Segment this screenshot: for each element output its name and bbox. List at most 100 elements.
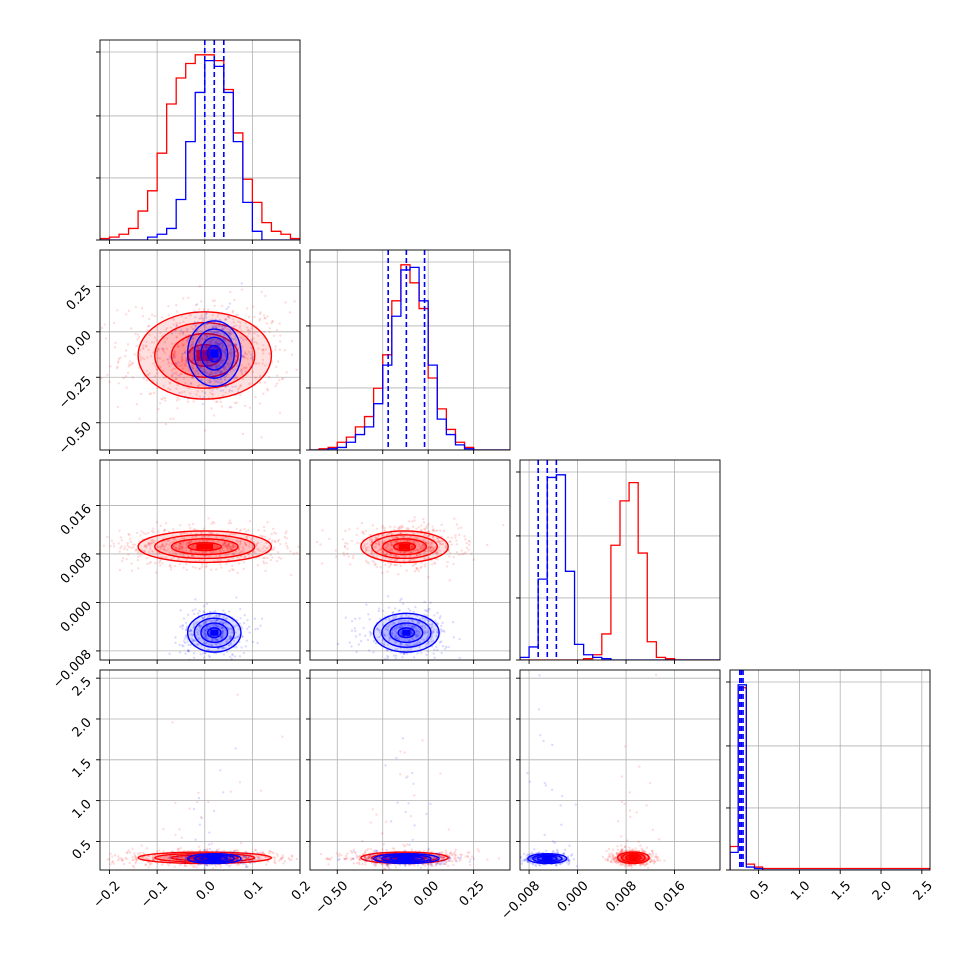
scatter-point (175, 552, 178, 556)
scatter-point (134, 305, 138, 309)
scatter-point (373, 546, 376, 549)
scatter-point (216, 341, 219, 345)
scatter-point (381, 524, 384, 528)
scatter-point (409, 609, 412, 613)
scatter-point (169, 326, 173, 329)
scatter-point (408, 558, 411, 561)
scatter-point (323, 546, 325, 548)
density-peak-blue (210, 855, 219, 862)
scatter-point (238, 781, 242, 784)
scatter-point (239, 384, 242, 387)
scatter-point (467, 548, 470, 552)
scatter-point (369, 538, 372, 541)
scatter-point (147, 317, 151, 321)
scatter-point (224, 318, 227, 321)
scatter-point (394, 634, 397, 638)
scatter-point (221, 630, 224, 634)
scatter-point (153, 375, 157, 378)
scatter-point (216, 325, 220, 328)
scatter-point (227, 365, 230, 368)
scatter-point (167, 304, 170, 308)
scatter-point (195, 621, 198, 624)
scatter-point (366, 546, 370, 549)
scatter-point (218, 342, 221, 346)
scatter-point (179, 542, 182, 546)
scatter-point (208, 632, 211, 635)
scatter-point (122, 376, 125, 380)
scatter-point (210, 644, 213, 647)
scatter-point (418, 548, 422, 551)
scatter-point (222, 857, 225, 860)
scatter-point (177, 558, 180, 562)
scatter-point (132, 858, 135, 861)
scatter-point (178, 547, 181, 550)
density-peak-red (399, 543, 410, 550)
scatter-point (465, 541, 468, 545)
scatter-point (230, 357, 233, 361)
scatter-point (403, 555, 406, 558)
scatter-point (400, 619, 403, 623)
scatter-point (172, 545, 176, 548)
scatter-point (168, 858, 172, 861)
scatter-point (389, 542, 392, 546)
scatter-point (228, 569, 231, 573)
scatter-point (106, 373, 109, 377)
scatter-point (241, 432, 245, 436)
scatter-point (213, 341, 217, 345)
scatter-point (204, 632, 207, 635)
scatter-point (226, 327, 229, 331)
scatter-point (394, 555, 398, 558)
scatter-point (211, 375, 215, 378)
scatter-point (175, 547, 178, 551)
scatter-point (224, 553, 227, 556)
scatter-point (145, 344, 148, 348)
scatter-point (168, 855, 172, 858)
scatter-point (445, 565, 449, 568)
scatter-point (181, 541, 184, 545)
scatter-point (174, 641, 177, 644)
contour-blue (186, 612, 242, 653)
scatter-point (421, 543, 425, 547)
scatter-point (229, 790, 232, 793)
scatter-point (205, 312, 208, 315)
scatter-point (209, 568, 213, 571)
scatter-point (428, 543, 432, 546)
scatter-point (181, 644, 184, 647)
scatter-point (420, 565, 423, 569)
scatter-point (239, 540, 242, 543)
scatter-point (384, 546, 387, 549)
scatter-point (153, 561, 157, 565)
scatter-point (168, 543, 171, 547)
scatter-point (237, 628, 240, 631)
scatter-point (232, 544, 235, 547)
scatter-point (198, 341, 201, 344)
scatter-point (278, 348, 282, 351)
scatter-point (397, 619, 400, 623)
scatter-point (209, 329, 212, 333)
scatter-point (153, 336, 157, 339)
scatter-point (233, 298, 236, 302)
scatter-point (410, 625, 413, 629)
scatter-point (218, 548, 222, 552)
contour-blue (397, 627, 416, 639)
scatter-point (345, 857, 348, 861)
scatter-point (460, 549, 464, 552)
scatter-point (170, 374, 174, 377)
scatter-point (155, 382, 159, 385)
scatter-point (205, 371, 209, 375)
scatter-point (364, 548, 368, 551)
scatter-point (261, 349, 264, 352)
scatter-point (426, 649, 430, 653)
scatter-points-red (319, 739, 501, 870)
scatter-point (344, 616, 347, 619)
scatter-point (502, 523, 505, 527)
scatter-point (197, 856, 200, 860)
scatter-point (245, 326, 249, 329)
scatter-point (258, 312, 262, 316)
scatter-point (210, 643, 213, 646)
scatter-point (370, 541, 374, 544)
scatter-point (246, 618, 249, 622)
scatter-point (281, 856, 285, 859)
scatter-point (228, 302, 232, 305)
scatter-point (272, 334, 276, 337)
